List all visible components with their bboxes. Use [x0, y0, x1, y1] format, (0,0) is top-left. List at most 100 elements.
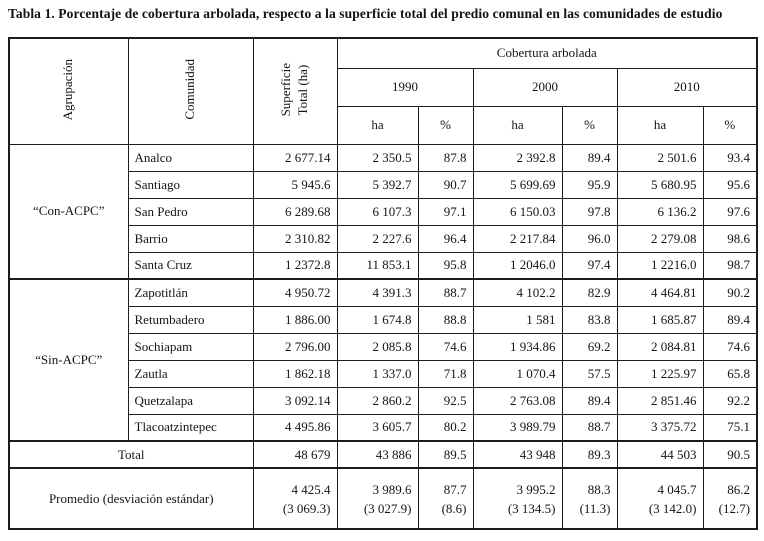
- table-row-san-pedro: San Pedro 6 289.68 6 107.3 97.1 6 150.03…: [9, 197, 758, 226]
- value-cell: 71.8: [417, 359, 474, 388]
- value-cell: 95.6: [702, 170, 758, 199]
- community-name: Santiago: [127, 170, 254, 199]
- value-cell: 2 851.46: [616, 386, 704, 415]
- header-pct-2010: %: [702, 105, 758, 145]
- header-pct-2000: %: [561, 105, 618, 145]
- community-name: Sochiapam: [127, 332, 254, 361]
- value-cell: 97.1: [417, 197, 474, 226]
- value-cell: 2 796.00: [252, 332, 338, 361]
- value-cell: 93.4: [702, 143, 758, 172]
- value-cell: 96.4: [417, 224, 474, 253]
- value-cell: 89.4: [561, 386, 618, 415]
- value-cell: 2 860.2: [336, 386, 419, 415]
- value-cell: 88.8: [417, 305, 474, 334]
- value-cell: 87.8: [417, 143, 474, 172]
- table-caption: Tabla 1. Porcentaje de cobertura arbolad…: [8, 6, 723, 21]
- value-cell: 3 989.79: [472, 413, 563, 442]
- value-cell: 5 945.6: [252, 170, 338, 199]
- value-cell: 4 495.86: [252, 413, 338, 442]
- community-name: Retumbadero: [127, 305, 254, 334]
- value-cell: 11 853.1: [336, 251, 419, 280]
- header-agrupacion: Agrupación: [8, 37, 129, 145]
- value-cell: 89.4: [702, 305, 758, 334]
- value-cell: 98.7: [702, 251, 758, 280]
- value-cell: 6 136.2: [616, 197, 704, 226]
- value-cell: 97.4: [561, 251, 618, 280]
- value-cell: 87.7 (8.6): [417, 467, 474, 530]
- header-ha-1990: ha: [336, 105, 419, 145]
- group-label-con-acpc: “Con-ACPC”: [8, 143, 129, 280]
- header-year-2010: 2010: [616, 67, 758, 107]
- value-cell: 57.5: [561, 359, 618, 388]
- value-cell: 2 227.6: [336, 224, 419, 253]
- table-row-total: Total 48 679 43 886 89.5 43 948 89.3 44 …: [8, 440, 758, 469]
- header-agrupacion-label: Agrupación: [60, 58, 76, 120]
- value-cell: 5 392.7: [336, 170, 419, 199]
- value-cell: 1 685.87: [616, 305, 704, 334]
- value-cell: 1 674.8: [336, 305, 419, 334]
- value-cell: 88.7: [417, 278, 474, 307]
- value-cell: 90.5: [702, 440, 758, 469]
- value-cell: 92.5: [417, 386, 474, 415]
- value-cell: 1 2046.0: [472, 251, 563, 280]
- value-cell: 97.8: [561, 197, 618, 226]
- community-name: Barrio: [127, 224, 254, 253]
- value-cell: 1 886.00: [252, 305, 338, 334]
- value-cell: 89.5: [417, 440, 474, 469]
- group-label-sin-acpc: “Sin-ACPC”: [8, 278, 129, 442]
- header-superficie: Superficie Total (ha): [252, 37, 338, 145]
- value-cell: 2 310.82: [252, 224, 338, 253]
- header-row-cobertura: Agrupación Comunidad Superficie Total (h…: [8, 37, 758, 145]
- value-cell: 1 581: [472, 305, 563, 334]
- header-row-years: 1990 2000 2010: [9, 67, 758, 107]
- value-cell: 2 217.84: [472, 224, 563, 253]
- value-cell: 88.7: [561, 413, 618, 442]
- header-ha-2010: ha: [616, 105, 704, 145]
- header-cobertura-arbolada: Cobertura arbolada: [336, 37, 758, 69]
- community-name: Santa Cruz: [127, 251, 254, 280]
- value-cell: 44 503: [616, 440, 704, 469]
- value-cell: 43 886: [336, 440, 419, 469]
- value-cell: 2 763.08: [472, 386, 563, 415]
- value-cell: 90.7: [417, 170, 474, 199]
- value-cell: 3 989.6 (3 027.9): [336, 467, 419, 530]
- value-cell: 6 107.3: [336, 197, 419, 226]
- value-cell: 74.6: [417, 332, 474, 361]
- community-name: Zapotitlán: [127, 278, 254, 307]
- header-pct-1990: %: [417, 105, 474, 145]
- value-cell: 6 150.03: [472, 197, 563, 226]
- value-cell: 86.2 (12.7): [702, 467, 758, 530]
- value-cell: 98.6: [702, 224, 758, 253]
- value-cell: 97.6: [702, 197, 758, 226]
- header-superficie-label: Superficie Total (ha): [278, 62, 310, 116]
- value-cell: 4 391.3: [336, 278, 419, 307]
- value-cell: 65.8: [702, 359, 758, 388]
- value-cell: 2 677.14: [252, 143, 338, 172]
- value-cell: 43 948: [472, 440, 563, 469]
- value-cell: 90.2: [702, 278, 758, 307]
- table-row-zapotitlan: “Sin-ACPC” Zapotitlán 4 950.72 4 391.3 8…: [8, 278, 758, 442]
- value-cell: 1 2372.8: [252, 251, 338, 280]
- header-comunidad: Comunidad: [127, 37, 254, 145]
- coverage-table: Agrupación Comunidad Superficie Total (h…: [8, 37, 759, 530]
- value-cell: 80.2: [417, 413, 474, 442]
- header-comunidad-label: Comunidad: [182, 58, 198, 120]
- total-label: Total: [8, 440, 254, 469]
- value-cell: 6 289.68: [252, 197, 338, 226]
- value-cell: 3 995.2 (3 134.5): [472, 467, 563, 530]
- value-cell: 2 084.81: [616, 332, 704, 361]
- value-cell: 2 279.08: [616, 224, 704, 253]
- value-cell: 5 699.69: [472, 170, 563, 199]
- value-cell: 75.1: [702, 413, 758, 442]
- value-cell: 92.2: [702, 386, 758, 415]
- table-row-tlacoatzintepec: Tlacoatzintepec 4 495.86 3 605.7 80.2 3 …: [9, 413, 758, 442]
- value-cell: 4 102.2: [472, 278, 563, 307]
- community-name: Analco: [127, 143, 254, 172]
- value-cell: 2 392.8: [472, 143, 563, 172]
- value-cell: 82.9: [561, 278, 618, 307]
- header-year-1990: 1990: [336, 67, 474, 107]
- value-cell: 4 950.72: [252, 278, 338, 307]
- table-row-santiago: Santiago 5 945.6 5 392.7 90.7 5 699.69 9…: [9, 170, 758, 199]
- table-row-santa-cruz: Santa Cruz 1 2372.8 11 853.1 95.8 1 2046…: [9, 251, 758, 280]
- community-name: Zautla: [127, 359, 254, 388]
